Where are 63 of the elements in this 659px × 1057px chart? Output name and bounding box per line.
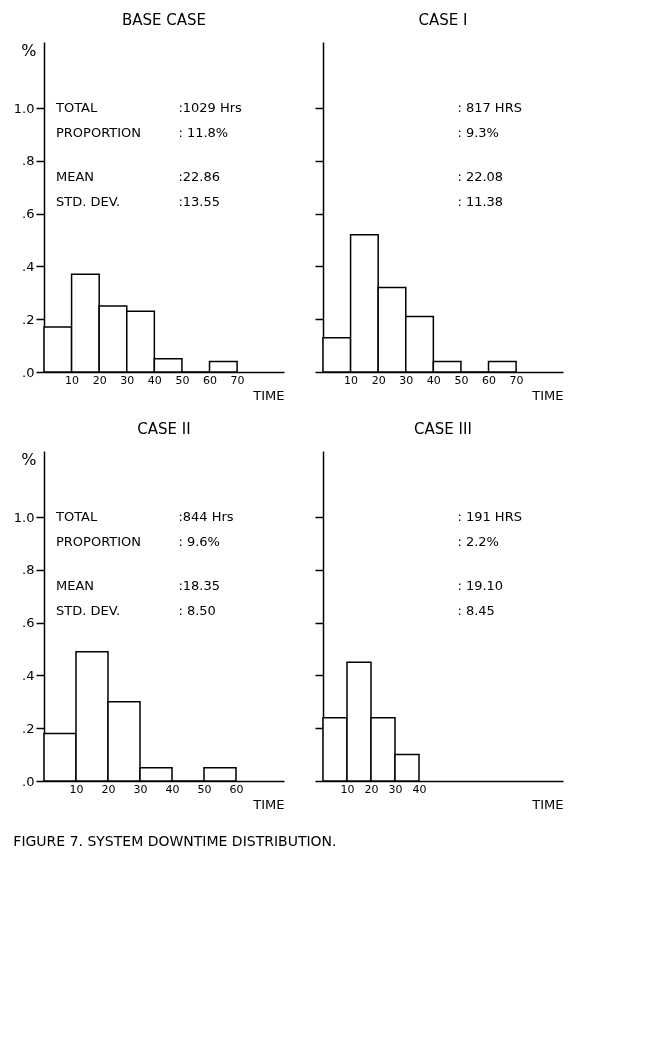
x-axis-title: TIME bbox=[252, 796, 285, 812]
text: TOTAL :844 Hrs bbox=[56, 509, 234, 524]
x-tick-label: 30 bbox=[133, 782, 148, 796]
chart-title: CASE III bbox=[414, 420, 472, 438]
chart-title: CASE II bbox=[137, 420, 191, 438]
annotation: : 191 HRS bbox=[457, 509, 522, 524]
x-tick-label: 70 bbox=[230, 373, 245, 387]
text: STD. DEV. :13.55 bbox=[56, 194, 221, 210]
x-tick-label: 40 bbox=[426, 373, 441, 387]
annotation: : 2.2% bbox=[457, 533, 499, 549]
y-tick-label: .6 bbox=[22, 615, 35, 631]
x-tick-label: 10 bbox=[69, 782, 84, 796]
x-tick-label: 10 bbox=[344, 373, 359, 387]
annotation: : 19.10 bbox=[457, 578, 504, 594]
x-tick-label: 10 bbox=[65, 373, 80, 387]
x-tick-label: 20 bbox=[364, 782, 379, 796]
text: STD. DEV. : 8.50 bbox=[56, 603, 216, 619]
x-tick-label: 40 bbox=[412, 782, 427, 796]
x-tick-label: 50 bbox=[197, 782, 212, 796]
x-tick-label: 70 bbox=[509, 373, 524, 387]
y-tick-label: 1.0 bbox=[13, 100, 35, 116]
x-tick-label: 30 bbox=[120, 373, 135, 387]
y-axis-title: % bbox=[21, 40, 37, 60]
x-axis-title: TIME bbox=[531, 387, 564, 403]
y-tick-label: .0 bbox=[22, 773, 35, 789]
y-tick-label: .8 bbox=[22, 562, 35, 578]
x-tick-label: 30 bbox=[388, 782, 403, 796]
text: TOTAL :1029 Hrs bbox=[56, 100, 242, 115]
x-tick-label: 50 bbox=[454, 373, 469, 387]
y-tick-label: .2 bbox=[22, 720, 35, 736]
y-tick-label: 1.0 bbox=[13, 509, 35, 525]
y-tick-label: .8 bbox=[22, 153, 35, 169]
text: PROPORTION : 11.8% bbox=[56, 124, 229, 140]
x-tick-label: 20 bbox=[101, 782, 116, 796]
x-tick-label: 20 bbox=[371, 373, 386, 387]
text: PROPORTION : 9.6% bbox=[56, 533, 220, 549]
x-axis-title: TIME bbox=[531, 796, 564, 812]
x-tick-label: 60 bbox=[203, 373, 218, 387]
annotation: : 11.38 bbox=[457, 194, 504, 210]
x-tick-label: 10 bbox=[340, 782, 355, 796]
x-tick-label: 40 bbox=[165, 782, 180, 796]
x-tick-label: 30 bbox=[399, 373, 414, 387]
x-tick-label: 20 bbox=[92, 373, 107, 387]
text: MEAN :18.35 bbox=[56, 578, 221, 594]
y-tick-label: .2 bbox=[22, 311, 35, 327]
y-tick-label: .6 bbox=[22, 206, 35, 222]
annotation: : 8.45 bbox=[457, 603, 495, 619]
x-axis-title: TIME bbox=[252, 387, 285, 403]
chart-title: BASE CASE bbox=[121, 11, 207, 29]
annotation: : 22.08 bbox=[457, 169, 504, 185]
y-tick-label: .4 bbox=[22, 667, 35, 683]
caption: FIGURE 7. SYSTEM DOWNTIME DISTRIBUTION. bbox=[13, 833, 337, 849]
annotation: : 9.3% bbox=[457, 124, 499, 140]
text: MEAN :22.86 bbox=[56, 169, 221, 185]
y-axis-title: % bbox=[21, 449, 37, 469]
y-tick-label: .4 bbox=[22, 258, 35, 274]
y-tick-label: .0 bbox=[22, 364, 35, 380]
x-tick-label: 50 bbox=[175, 373, 190, 387]
chart-title: CASE I bbox=[418, 11, 468, 29]
annotation: : 817 HRS bbox=[457, 100, 522, 115]
x-tick-label: 40 bbox=[147, 373, 162, 387]
x-tick-label: 60 bbox=[229, 782, 244, 796]
x-tick-label: 60 bbox=[482, 373, 497, 387]
